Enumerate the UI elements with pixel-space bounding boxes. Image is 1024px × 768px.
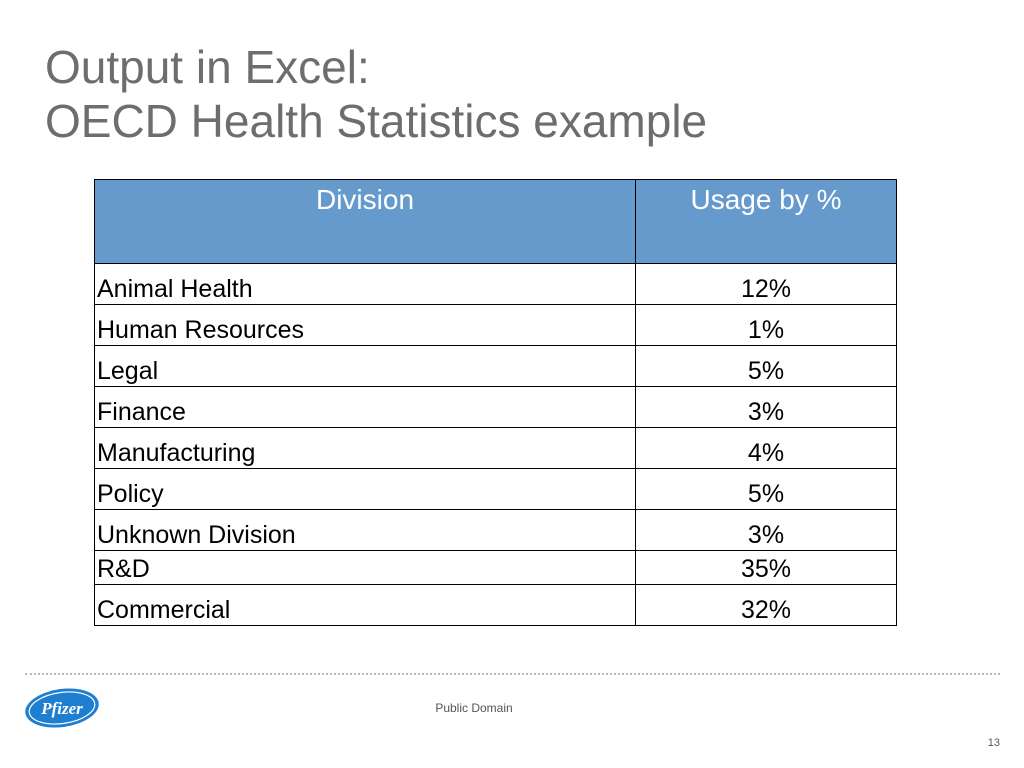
table-row: R&D 35% (94, 550, 897, 585)
usage-cell: 3% (635, 509, 897, 551)
title-line-1: Output in Excel: (45, 41, 370, 93)
usage-cell: 3% (635, 386, 897, 428)
usage-cell: 4% (635, 427, 897, 469)
header-division: Division (94, 179, 636, 264)
table-row: Human Resources 1% (94, 304, 897, 346)
usage-cell: 1% (635, 304, 897, 346)
table-row: Manufacturing 4% (94, 427, 897, 469)
division-cell: Legal (94, 345, 636, 387)
title-line-2: OECD Health Statistics example (45, 95, 708, 147)
usage-table: Division Usage by % Animal Health 12% Hu… (94, 179, 897, 626)
division-cell: Manufacturing (94, 427, 636, 469)
division-cell: Animal Health (94, 263, 636, 305)
division-cell: Unknown Division (94, 509, 636, 551)
svg-text:Pfizer: Pfizer (40, 699, 83, 718)
table-row: Unknown Division 3% (94, 509, 897, 551)
usage-cell: 5% (635, 468, 897, 510)
usage-cell: 32% (635, 584, 897, 626)
table-row: Animal Health 12% (94, 263, 897, 305)
pfizer-logo: Pfizer (25, 688, 99, 728)
slide-title: Output in Excel: OECD Health Statistics … (45, 40, 707, 148)
table-row: Finance 3% (94, 386, 897, 428)
usage-cell: 5% (635, 345, 897, 387)
usage-cell: 12% (635, 263, 897, 305)
table-row: Legal 5% (94, 345, 897, 387)
division-cell: R&D (94, 550, 636, 585)
table-row: Commercial 32% (94, 584, 897, 626)
page-number: 13 (987, 737, 1000, 749)
division-cell: Commercial (94, 584, 636, 626)
footer-public-domain: Public Domain (435, 701, 513, 715)
footer-divider (25, 673, 1000, 675)
division-cell: Human Resources (94, 304, 636, 346)
division-cell: Finance (94, 386, 636, 428)
division-cell: Policy (94, 468, 636, 510)
table-header-row: Division Usage by % (94, 179, 897, 264)
table-row: Policy 5% (94, 468, 897, 510)
header-usage: Usage by % (635, 179, 897, 264)
usage-cell: 35% (635, 550, 897, 585)
